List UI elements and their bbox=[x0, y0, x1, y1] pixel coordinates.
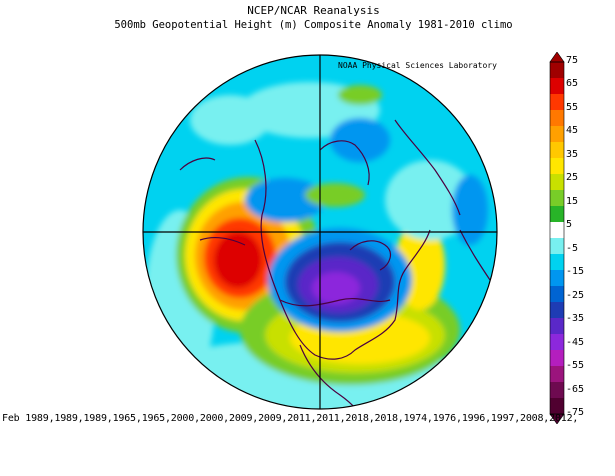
colorbar-swatch bbox=[550, 398, 564, 415]
colorbar-tick-label: -35 bbox=[566, 313, 585, 325]
colorbar-swatch bbox=[550, 158, 564, 175]
colorbar-swatch bbox=[550, 62, 564, 79]
colorbar-tick-label: 75 bbox=[566, 55, 579, 66]
colorbar-tick-label: -45 bbox=[566, 336, 585, 348]
colorbar-tick-label: -5 bbox=[566, 242, 579, 254]
globe-outline bbox=[142, 54, 498, 410]
colorbar-tick-label: 55 bbox=[566, 101, 579, 113]
colorbar bbox=[549, 52, 565, 424]
colorbar-swatch bbox=[550, 238, 564, 255]
colorbar-swatch bbox=[550, 254, 564, 271]
colorbar-swatch bbox=[550, 334, 564, 351]
colorbar-swatch bbox=[550, 126, 564, 143]
colorbar-tick-label: -75 bbox=[566, 407, 585, 418]
title: NCEP/NCAR Reanalysis bbox=[247, 4, 380, 17]
colorbar-swatch bbox=[550, 270, 564, 287]
colorbar-swatch bbox=[550, 206, 564, 223]
colorbar-swatch bbox=[550, 94, 564, 111]
colorbar-swatch bbox=[550, 318, 564, 335]
coastlines bbox=[179, 119, 491, 409]
colorbar-tick-label: 65 bbox=[566, 78, 579, 90]
colorbar-swatch bbox=[550, 174, 564, 191]
colorbar-tick-label: 5 bbox=[566, 219, 573, 231]
colorbar-swatch bbox=[550, 110, 564, 127]
colorbar-tick-label: -55 bbox=[566, 360, 585, 372]
colorbar-tick-label: -65 bbox=[566, 383, 585, 395]
colorbar-max-arrow bbox=[549, 52, 565, 63]
colorbar-tick-label: 35 bbox=[566, 148, 579, 160]
footer-years: Feb 1989,1989,1989,1965,1965,2000,2000,2… bbox=[2, 413, 579, 424]
colorbar-tick-label: -15 bbox=[566, 266, 585, 278]
anomaly-field bbox=[143, 55, 497, 409]
colorbar-tick-label: 45 bbox=[566, 125, 579, 137]
subtitle: 500mb Geopotential Height (m) Composite … bbox=[114, 19, 513, 31]
colorbar-tick-label: 15 bbox=[566, 195, 579, 207]
colorbar-swatch bbox=[550, 302, 564, 319]
colorbar-tick-label: 25 bbox=[566, 172, 579, 184]
colorbar-swatch bbox=[550, 142, 564, 159]
credit-label: NOAA Physical Sciences Laboratory bbox=[338, 61, 497, 70]
colorbar-tick-label: -25 bbox=[566, 289, 585, 301]
colorbar-swatch bbox=[550, 350, 564, 367]
colorbar-frame bbox=[549, 61, 565, 415]
colorbar-swatch bbox=[550, 366, 564, 383]
colorbar-swatch bbox=[550, 78, 564, 95]
colorbar-swatch bbox=[550, 190, 564, 207]
colorbar-swatch bbox=[550, 286, 564, 303]
colorbar-swatch bbox=[550, 382, 564, 399]
colorbar-swatch bbox=[550, 222, 564, 239]
